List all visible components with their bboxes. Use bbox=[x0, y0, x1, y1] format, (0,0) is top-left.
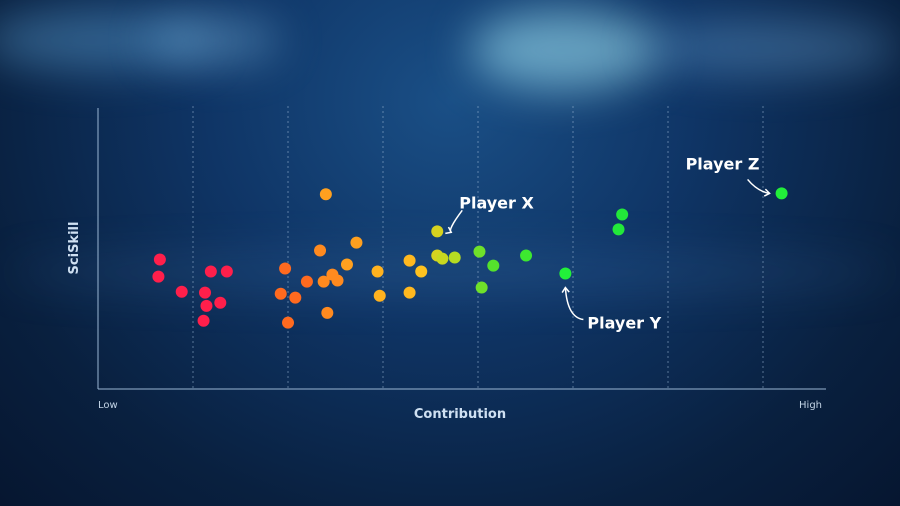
data-point[interactable] bbox=[436, 252, 449, 265]
x-tick-high: High bbox=[799, 400, 822, 411]
data-point[interactable] bbox=[282, 316, 295, 329]
data-point[interactable] bbox=[321, 306, 334, 319]
data-point[interactable] bbox=[612, 223, 625, 236]
data-point[interactable] bbox=[520, 249, 533, 262]
annotation-label: Player Z bbox=[686, 154, 760, 173]
data-point[interactable] bbox=[487, 259, 500, 272]
data-point[interactable] bbox=[197, 314, 210, 327]
data-point[interactable] bbox=[431, 225, 444, 238]
data-point[interactable] bbox=[350, 236, 363, 249]
annotation-arrow bbox=[747, 178, 770, 195]
annotation-arrow bbox=[449, 209, 463, 234]
data-point[interactable] bbox=[775, 187, 788, 200]
data-point[interactable] bbox=[214, 296, 227, 309]
annotations: Player X Player Y Player Z bbox=[445, 154, 771, 333]
data-point[interactable] bbox=[220, 265, 233, 278]
annotation-arrow bbox=[564, 287, 584, 321]
data-point[interactable] bbox=[314, 244, 327, 257]
data-point[interactable] bbox=[289, 291, 302, 304]
arrowhead bbox=[445, 226, 453, 235]
data-point[interactable] bbox=[199, 286, 212, 299]
data-point[interactable] bbox=[616, 208, 629, 221]
data-point[interactable] bbox=[403, 254, 416, 267]
data-point[interactable] bbox=[473, 245, 486, 258]
data-point[interactable] bbox=[319, 188, 332, 201]
data-point[interactable] bbox=[153, 253, 166, 266]
arrowhead bbox=[561, 286, 570, 293]
x-axis-title: Contribution bbox=[414, 407, 506, 422]
arrowhead bbox=[763, 188, 771, 197]
grid-lines bbox=[192, 106, 764, 389]
y-axis-title: SciSkill bbox=[67, 222, 82, 275]
data-point[interactable] bbox=[371, 265, 384, 278]
annotation-label: Player X bbox=[459, 193, 534, 212]
data-point[interactable] bbox=[175, 285, 188, 298]
data-point[interactable] bbox=[415, 265, 428, 278]
data-point[interactable] bbox=[448, 251, 461, 264]
data-point[interactable] bbox=[317, 275, 330, 288]
data-point[interactable] bbox=[373, 289, 386, 302]
x-tick-low: Low bbox=[98, 400, 118, 411]
annotation-label: Player Y bbox=[587, 314, 661, 333]
data-points bbox=[152, 187, 788, 329]
data-point[interactable] bbox=[200, 299, 213, 312]
data-point[interactable] bbox=[403, 286, 416, 299]
data-point[interactable] bbox=[152, 270, 165, 283]
data-point[interactable] bbox=[204, 265, 217, 278]
data-point[interactable] bbox=[559, 267, 572, 280]
data-point[interactable] bbox=[331, 274, 344, 287]
data-point[interactable] bbox=[475, 281, 488, 294]
data-point[interactable] bbox=[279, 262, 292, 275]
data-point[interactable] bbox=[340, 258, 353, 271]
data-point[interactable] bbox=[274, 287, 287, 300]
data-point[interactable] bbox=[300, 275, 313, 288]
